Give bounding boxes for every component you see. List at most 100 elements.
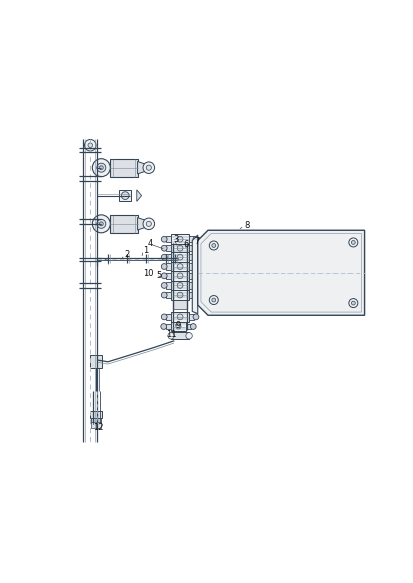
Polygon shape xyxy=(137,217,147,230)
Circle shape xyxy=(177,236,183,242)
Circle shape xyxy=(161,264,167,269)
Circle shape xyxy=(211,244,215,247)
Bar xyxy=(171,271,188,280)
Bar xyxy=(110,215,137,233)
Bar xyxy=(188,254,194,261)
Circle shape xyxy=(97,163,106,172)
Bar xyxy=(171,322,186,331)
Bar xyxy=(188,292,194,298)
Bar xyxy=(171,252,188,262)
Text: 6: 6 xyxy=(183,240,188,249)
Circle shape xyxy=(168,332,174,339)
Bar xyxy=(186,324,191,329)
Circle shape xyxy=(209,296,218,304)
Bar xyxy=(89,354,102,368)
Circle shape xyxy=(192,283,198,289)
Bar xyxy=(188,264,194,270)
Text: 8: 8 xyxy=(244,222,249,230)
Circle shape xyxy=(177,273,183,279)
Circle shape xyxy=(185,332,192,339)
Text: 4: 4 xyxy=(148,239,153,248)
Bar xyxy=(171,234,188,244)
Bar xyxy=(166,264,171,270)
Circle shape xyxy=(99,166,103,170)
Circle shape xyxy=(351,301,354,305)
Text: 7: 7 xyxy=(194,237,199,246)
Circle shape xyxy=(146,222,151,226)
Bar xyxy=(166,245,171,251)
Bar xyxy=(171,243,188,253)
Bar xyxy=(171,312,188,322)
Circle shape xyxy=(160,324,166,329)
Circle shape xyxy=(192,314,198,319)
Bar xyxy=(166,236,171,243)
Bar xyxy=(166,314,171,320)
Circle shape xyxy=(177,264,183,269)
Circle shape xyxy=(177,292,183,298)
Text: 1: 1 xyxy=(143,245,148,255)
Circle shape xyxy=(92,215,110,233)
Bar xyxy=(188,314,194,320)
Bar xyxy=(188,236,194,243)
Bar xyxy=(166,254,171,261)
Circle shape xyxy=(84,139,96,151)
Text: 11: 11 xyxy=(165,330,176,339)
Bar xyxy=(171,280,188,290)
Bar xyxy=(91,423,101,427)
Circle shape xyxy=(348,298,357,308)
Circle shape xyxy=(177,245,183,251)
Circle shape xyxy=(99,222,103,226)
Circle shape xyxy=(92,159,110,177)
Text: 3: 3 xyxy=(173,235,178,244)
Circle shape xyxy=(176,324,180,329)
Circle shape xyxy=(161,236,167,242)
Bar xyxy=(110,159,137,177)
Bar xyxy=(171,262,188,271)
Circle shape xyxy=(190,324,196,329)
Circle shape xyxy=(161,292,167,298)
Circle shape xyxy=(146,165,151,170)
Bar xyxy=(188,245,194,251)
Circle shape xyxy=(348,238,357,247)
Circle shape xyxy=(177,283,183,289)
Circle shape xyxy=(209,241,218,250)
Circle shape xyxy=(192,236,198,242)
Circle shape xyxy=(192,254,198,260)
Circle shape xyxy=(161,245,167,251)
Bar xyxy=(188,273,194,279)
Bar xyxy=(119,190,131,201)
Circle shape xyxy=(177,254,183,260)
Text: 10: 10 xyxy=(143,269,153,278)
Circle shape xyxy=(192,292,198,298)
Polygon shape xyxy=(136,190,141,201)
Bar xyxy=(90,411,102,418)
Bar xyxy=(171,290,188,300)
Circle shape xyxy=(351,241,354,244)
Circle shape xyxy=(142,162,154,174)
Circle shape xyxy=(177,314,183,319)
Circle shape xyxy=(97,219,106,229)
Bar xyxy=(166,273,171,279)
Bar xyxy=(173,243,187,309)
Circle shape xyxy=(161,314,167,319)
Circle shape xyxy=(88,143,92,147)
Text: 5: 5 xyxy=(156,271,161,280)
Circle shape xyxy=(161,254,167,260)
Text: 9: 9 xyxy=(175,321,180,330)
Circle shape xyxy=(142,218,154,230)
Bar xyxy=(188,282,194,289)
Bar xyxy=(166,282,171,289)
Circle shape xyxy=(192,245,198,251)
Circle shape xyxy=(192,273,198,279)
Polygon shape xyxy=(197,230,364,315)
Circle shape xyxy=(192,264,198,269)
Bar xyxy=(171,332,189,339)
Polygon shape xyxy=(137,161,147,174)
Bar xyxy=(166,292,171,298)
Circle shape xyxy=(161,273,167,279)
Text: 12: 12 xyxy=(93,423,104,432)
Circle shape xyxy=(211,298,215,302)
Text: 2: 2 xyxy=(123,250,129,259)
Circle shape xyxy=(121,192,129,199)
Polygon shape xyxy=(192,235,197,314)
